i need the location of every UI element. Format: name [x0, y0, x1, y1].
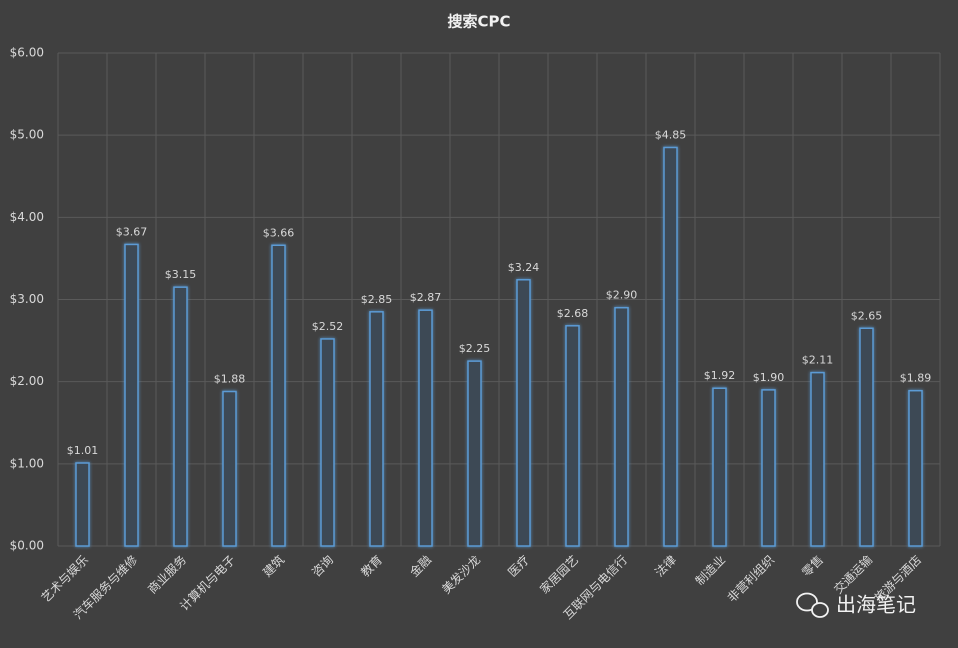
chart-title: 搜索CPC [447, 13, 510, 31]
data-label: $2.90 [606, 289, 638, 302]
data-label: $2.65 [851, 309, 883, 322]
bar [271, 244, 286, 547]
y-tick-label: $3.00 [10, 292, 44, 306]
bar [761, 389, 776, 547]
bar [614, 306, 629, 547]
y-tick-label: $2.00 [10, 374, 44, 388]
bar [810, 371, 825, 547]
data-label: $3.15 [165, 268, 197, 281]
data-label: $2.85 [361, 293, 393, 306]
data-label: $3.66 [263, 226, 295, 239]
bar [663, 146, 678, 547]
bar [369, 311, 384, 547]
data-label: $2.87 [410, 291, 442, 304]
data-label: $2.52 [312, 320, 344, 333]
watermark-icon [796, 592, 818, 612]
data-label: $2.25 [459, 342, 491, 355]
bar [565, 325, 580, 547]
bar [467, 360, 482, 547]
bar [418, 309, 433, 547]
watermark-icon [811, 602, 829, 618]
data-label: $1.92 [704, 369, 736, 382]
data-label: $2.11 [802, 354, 834, 367]
data-label: $3.24 [508, 261, 540, 274]
y-tick-label: $1.00 [10, 456, 44, 470]
data-label: $1.89 [900, 372, 932, 385]
bar [516, 279, 531, 547]
y-tick-label: $5.00 [10, 128, 44, 142]
bar [320, 338, 335, 547]
bar [222, 390, 237, 547]
y-tick-label: $0.00 [10, 539, 44, 553]
bar [712, 387, 727, 547]
bar [908, 389, 923, 547]
watermark: 出海笔记 [836, 593, 916, 617]
bar [173, 286, 188, 547]
bar [859, 327, 874, 547]
data-label: $3.67 [116, 225, 148, 238]
data-label: $1.90 [753, 371, 785, 384]
watermark-group: 出海笔记 [796, 592, 916, 618]
y-tick-label: $6.00 [10, 46, 44, 60]
data-label: $4.85 [655, 128, 687, 141]
data-label: $2.68 [557, 307, 589, 320]
data-label: $1.88 [214, 373, 246, 386]
bar [75, 462, 90, 547]
bar [124, 243, 139, 547]
data-label: $1.01 [67, 444, 99, 457]
y-tick-label: $4.00 [10, 210, 44, 224]
